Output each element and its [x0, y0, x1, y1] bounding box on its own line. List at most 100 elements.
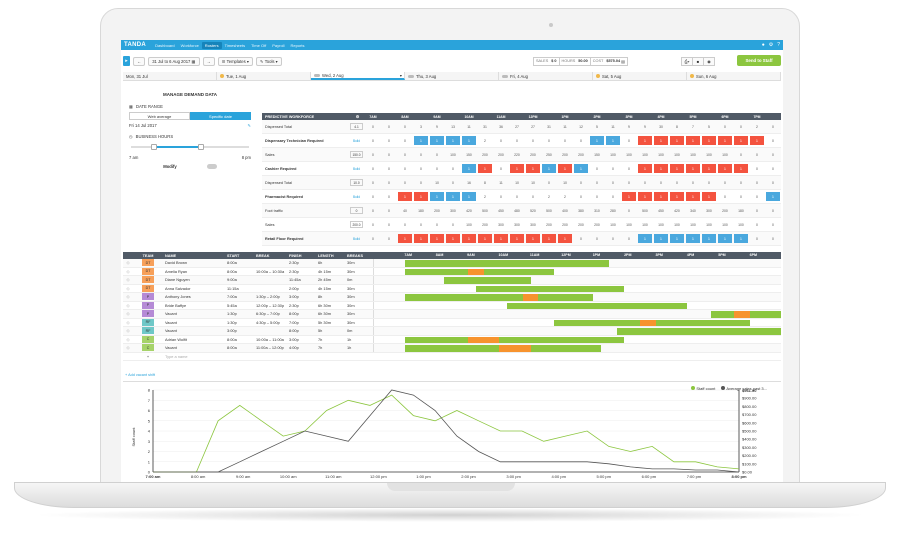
drag-handle-icon[interactable]: ◇	[126, 328, 130, 334]
shift-breaks[interactable]: 30m	[347, 294, 355, 300]
day-tab-2[interactable]: Wed, 2 Aug ▾	[311, 72, 405, 80]
demand-input[interactable]: 200.0	[350, 221, 363, 228]
shift-name[interactable]: Diane Nguyen	[165, 277, 190, 283]
shift-breaks[interactable]: 0m	[347, 328, 353, 334]
required-staff-chip[interactable]: 1	[685, 192, 701, 201]
nav-item-payroll[interactable]: Payroll	[272, 42, 285, 48]
team-badge[interactable]: RF	[142, 318, 154, 326]
roster-row[interactable]: ◇ P Anthony Jones 7:00a 1:30p – 2:00p 3:00p 8h…	[123, 293, 781, 302]
pencil-icon[interactable]: ✎	[247, 123, 251, 128]
shift-finish[interactable]: 8:00p	[289, 311, 299, 317]
build-button[interactable]: Build	[352, 166, 361, 171]
help-icon[interactable]: ?	[777, 42, 780, 48]
day-tab-1[interactable]: Tue, 1 Aug	[217, 72, 311, 80]
break-bar[interactable]	[467, 268, 484, 275]
nav-item-time-off[interactable]: Time Off	[251, 42, 267, 48]
team-badge[interactable]: P	[142, 310, 154, 318]
required-staff-chip[interactable]: 1	[765, 192, 781, 201]
required-staff-chip[interactable]: 1	[445, 192, 461, 201]
shift-length[interactable]: 5h	[318, 328, 323, 334]
drag-handle-icon[interactable]: ◇	[126, 277, 130, 283]
break-bar[interactable]	[734, 311, 750, 318]
add-vacant-shift-link[interactable]: + Add vacant shift	[125, 373, 156, 377]
shift-bar[interactable]	[475, 285, 625, 292]
shift-start[interactable]: 3:00p	[227, 328, 237, 334]
roster-row[interactable]: ◇ DT David Brown 8:00a 2:30p 6h 30m	[123, 259, 781, 268]
shift-break[interactable]: 10:00a – 10:30a	[256, 268, 285, 274]
roster-row[interactable]: ◇ DT Anna Salvador 11:15a 2:00p 4h 15m 30m	[123, 284, 781, 293]
drag-handle-icon[interactable]: ◇	[126, 268, 130, 274]
shift-start[interactable]: 9:00a	[227, 277, 237, 283]
day-tab-4[interactable]: Fri, 4 Aug	[499, 72, 593, 80]
required-staff-chip[interactable]: 1	[589, 136, 605, 145]
shift-start[interactable]: 8:00a	[227, 260, 237, 266]
specific-date-option[interactable]: Specific date	[190, 112, 251, 120]
shift-name[interactable]: Adrian Wolfit	[165, 336, 187, 342]
team-badge[interactable]: C	[142, 344, 154, 352]
required-staff-chip[interactable]: 1	[397, 192, 413, 201]
roster-row[interactable]: ◇ C Adrian Wolfit 8:00a 10:00a – 11:00a 3:00p…	[123, 335, 781, 344]
slider-end-handle[interactable]	[198, 144, 205, 150]
shift-finish[interactable]: 8:00p	[289, 328, 299, 334]
new-shift-add-icon[interactable]: +	[146, 353, 150, 359]
date-range-picker[interactable]: 31 Jul to 6 Aug 2017 ▦	[148, 56, 200, 66]
required-staff-chip[interactable]: 1	[509, 234, 525, 243]
shift-finish[interactable]: 4:00p	[289, 345, 299, 351]
roster-row[interactable]: ◇ RF Vacant 3:00p 8:00p 5h 0m	[123, 327, 781, 336]
next-week-button[interactable]: →	[202, 56, 215, 66]
demand-input[interactable]: 150.0	[350, 151, 363, 158]
shift-length[interactable]: 6h	[318, 260, 323, 266]
required-staff-chip[interactable]: 1	[701, 192, 717, 201]
team-badge[interactable]: DT	[142, 267, 154, 275]
shift-bar[interactable]	[507, 302, 688, 309]
business-hours-slider[interactable]	[131, 144, 249, 150]
team-badge[interactable]: RF	[142, 327, 154, 335]
shift-name[interactable]: Vacant	[165, 311, 177, 317]
shift-name[interactable]: Amelia Ryan	[165, 268, 188, 274]
break-bar[interactable]	[640, 319, 656, 326]
type-name-input[interactable]: Type a name	[165, 353, 188, 359]
shift-start[interactable]: 8:00a	[227, 268, 237, 274]
shift-breaks[interactable]: 30m	[347, 319, 355, 325]
required-staff-chip[interactable]: 1	[733, 234, 749, 243]
shift-breaks[interactable]: 30m	[347, 302, 355, 308]
shift-breaks[interactable]: 30m	[347, 268, 355, 274]
required-staff-chip[interactable]: 1	[685, 136, 701, 145]
required-staff-chip[interactable]: 1	[477, 234, 493, 243]
shift-breaks[interactable]: 30m	[347, 260, 355, 266]
shift-break[interactable]: 11:00a – 12:00p	[256, 345, 284, 351]
shift-break[interactable]: 6:30p – 7:00p	[256, 311, 280, 317]
required-staff-chip[interactable]: 1	[573, 164, 589, 173]
required-staff-chip[interactable]: 1	[429, 192, 445, 201]
shift-name[interactable]: Vacant	[165, 319, 177, 325]
shift-finish[interactable]: 2:30p	[289, 268, 299, 274]
brand-logo[interactable]: TANDA	[124, 42, 147, 48]
shift-start[interactable]: 11:15a	[227, 285, 239, 291]
required-staff-chip[interactable]: 1	[653, 234, 669, 243]
day-tab-6[interactable]: Sun, 6 Aug	[687, 72, 781, 80]
shift-break[interactable]: 10:00a – 11:00a	[256, 336, 284, 342]
shift-start[interactable]: 8:00a	[227, 345, 237, 351]
shift-length[interactable]: 6h 30m	[318, 311, 331, 317]
demand-input[interactable]: 4.1	[350, 123, 363, 130]
chevron-down-icon[interactable]: ▾	[399, 72, 402, 78]
drag-handle-icon[interactable]: ◇	[126, 311, 130, 317]
required-staff-chip[interactable]: 1	[525, 234, 541, 243]
team-badge[interactable]: C	[142, 335, 154, 343]
required-staff-chip[interactable]: 1	[509, 164, 525, 173]
required-staff-chip[interactable]: 1	[525, 164, 541, 173]
required-staff-chip[interactable]: 1	[685, 234, 701, 243]
required-staff-chip[interactable]: 1	[445, 234, 461, 243]
shift-length[interactable]: 4h 15m	[318, 285, 331, 291]
shift-start[interactable]: 1:30p	[227, 311, 237, 317]
break-bar[interactable]	[499, 345, 531, 352]
shift-length[interactable]: 2h 45m	[318, 277, 331, 283]
shift-break[interactable]: 4:30p – 5:00p	[256, 319, 280, 325]
required-staff-chip[interactable]: 1	[653, 136, 669, 145]
roster-row[interactable]: ◇ RF Vacant 1:30p 4:30p – 5:00p 7:00p 5h 30m 30…	[123, 318, 781, 327]
shift-breaks[interactable]: 0m	[347, 277, 353, 283]
demand-input[interactable]: 0	[350, 207, 363, 214]
modify-toggle[interactable]	[206, 164, 217, 169]
cost-toggle-icon[interactable]: ▤	[621, 59, 625, 64]
required-staff-chip[interactable]: 1	[461, 136, 477, 145]
